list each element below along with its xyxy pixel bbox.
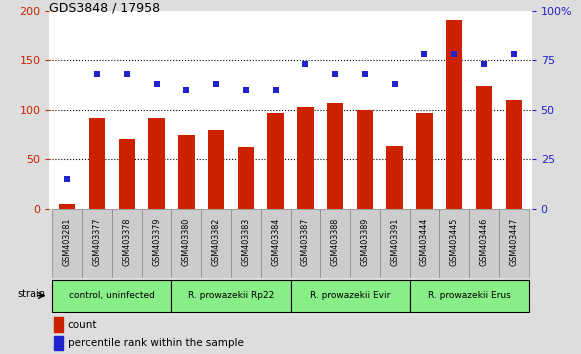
Bar	[59, 204, 76, 209]
Bar	[469, 209, 499, 278]
Text: GSM403281: GSM403281	[63, 218, 71, 266]
Text: percentile rank within the sample: percentile rank within the sample	[68, 338, 243, 348]
Bar	[178, 135, 195, 209]
Text: GSM403446: GSM403446	[479, 218, 489, 266]
Point	[152, 81, 161, 87]
Bar	[82, 209, 112, 278]
Text: GSM403445: GSM403445	[450, 218, 459, 266]
Bar	[505, 100, 522, 209]
Bar	[261, 209, 290, 278]
Bar	[171, 280, 290, 312]
Point	[92, 71, 102, 77]
Text: GSM403383: GSM403383	[241, 218, 250, 266]
Point	[271, 87, 280, 93]
Point	[420, 51, 429, 57]
Point	[63, 176, 72, 182]
Bar	[416, 113, 433, 209]
Bar	[499, 209, 529, 278]
Text: strain: strain	[17, 289, 45, 299]
Bar	[327, 103, 343, 209]
Bar	[446, 19, 462, 209]
Point	[450, 51, 459, 57]
Text: GSM403382: GSM403382	[211, 218, 221, 266]
Bar	[386, 147, 403, 209]
Text: GSM403387: GSM403387	[301, 218, 310, 266]
Bar	[439, 209, 469, 278]
Text: control, uninfected: control, uninfected	[69, 291, 155, 300]
Bar	[54, 336, 63, 350]
Text: GSM403379: GSM403379	[152, 218, 161, 266]
Text: GSM403388: GSM403388	[331, 218, 340, 266]
Text: GSM403384: GSM403384	[271, 218, 280, 266]
Bar	[357, 110, 373, 209]
Point	[509, 51, 518, 57]
Bar	[54, 317, 63, 332]
Bar	[208, 130, 224, 209]
Text: GSM403444: GSM403444	[420, 218, 429, 266]
Text: GSM403378: GSM403378	[122, 218, 131, 266]
Bar	[267, 113, 284, 209]
Bar	[320, 209, 350, 278]
Point	[390, 81, 399, 87]
Bar	[238, 147, 254, 209]
Bar	[119, 139, 135, 209]
Bar	[112, 209, 142, 278]
Bar	[89, 118, 105, 209]
Point	[241, 87, 250, 93]
Text: R. prowazekii Erus: R. prowazekii Erus	[428, 291, 511, 300]
Text: GDS3848 / 17958: GDS3848 / 17958	[49, 2, 160, 15]
Point	[182, 87, 191, 93]
Bar	[350, 209, 380, 278]
Bar	[410, 209, 439, 278]
Text: R. prowazekii Evir: R. prowazekii Evir	[310, 291, 390, 300]
Bar	[52, 209, 82, 278]
Bar	[410, 280, 529, 312]
Bar	[201, 209, 231, 278]
Bar	[52, 280, 171, 312]
Text: GSM403380: GSM403380	[182, 218, 191, 266]
Bar	[380, 209, 410, 278]
Bar	[476, 86, 492, 209]
Text: GSM403391: GSM403391	[390, 218, 399, 266]
Bar	[290, 209, 320, 278]
Text: GSM403377: GSM403377	[92, 218, 102, 266]
Point	[479, 61, 489, 67]
Text: GSM403389: GSM403389	[360, 218, 370, 266]
Point	[122, 71, 131, 77]
Text: GSM403447: GSM403447	[510, 218, 518, 266]
Bar	[142, 209, 171, 278]
Bar	[148, 118, 165, 209]
Point	[360, 71, 370, 77]
Text: count: count	[68, 320, 97, 330]
Bar	[231, 209, 261, 278]
Point	[211, 81, 221, 87]
Bar	[290, 280, 410, 312]
Bar	[297, 107, 314, 209]
Text: R. prowazekii Rp22: R. prowazekii Rp22	[188, 291, 274, 300]
Point	[301, 61, 310, 67]
Point	[331, 71, 340, 77]
Bar	[171, 209, 201, 278]
